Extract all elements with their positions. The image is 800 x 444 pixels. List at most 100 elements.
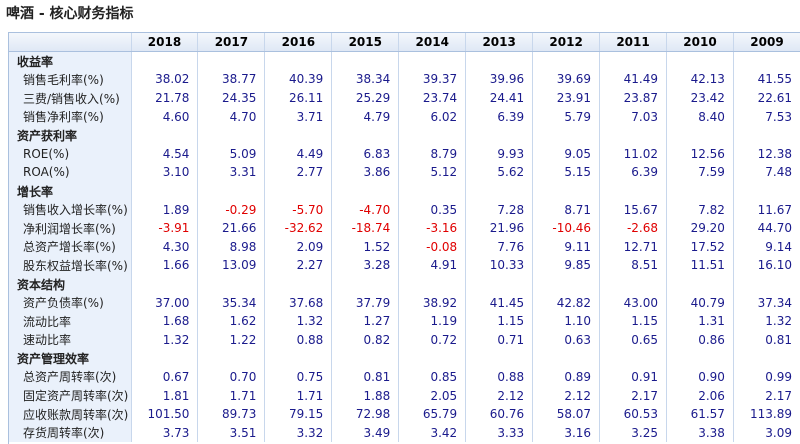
row-label: 应收账款周转率(次) <box>9 404 132 424</box>
row-label: 股东权益增长率(%) <box>9 256 132 275</box>
value-cell: 9.05 <box>532 144 601 164</box>
value-cell: 3.16 <box>532 423 601 443</box>
empty-cell <box>666 181 734 201</box>
value-cell: 0.63 <box>532 330 601 350</box>
value-cell: 1.32 <box>733 311 800 331</box>
section-label: 收益率 <box>9 51 132 71</box>
value-cell: 0.67 <box>131 367 199 387</box>
value-cell: 37.00 <box>131 293 199 312</box>
empty-cell <box>398 349 467 368</box>
value-cell: 38.92 <box>398 293 467 312</box>
value-cell: 0.71 <box>465 330 534 350</box>
empty-cell <box>331 181 400 201</box>
empty-cell <box>331 274 400 294</box>
data-row: 固定资产周转率(次) 1.81 1.71 1.71 1.88 2.05 2.12 2.12 2.… <box>9 386 800 405</box>
value-cell: 0.35 <box>398 200 467 219</box>
value-cell: 79.15 <box>264 404 333 424</box>
value-cell: 89.73 <box>197 404 266 424</box>
row-label: 固定资产周转率(次) <box>9 386 132 405</box>
value-cell: 0.86 <box>666 330 734 350</box>
empty-cell <box>398 51 467 71</box>
value-cell: 12.71 <box>599 237 667 257</box>
empty-cell <box>264 181 333 201</box>
value-cell: 1.89 <box>131 200 199 219</box>
value-cell: 41.45 <box>465 293 534 312</box>
value-cell: 5.79 <box>532 107 601 126</box>
value-cell: 1.71 <box>264 386 333 405</box>
value-cell: 0.99 <box>733 367 800 387</box>
value-cell: 7.59 <box>666 163 734 182</box>
value-cell: 4.79 <box>331 107 400 126</box>
value-cell: 0.65 <box>599 330 667 350</box>
value-cell: 12.56 <box>666 144 734 164</box>
row-label: 净利润增长率(%) <box>9 218 132 238</box>
column-header: 2013 <box>465 33 534 53</box>
value-cell: 5.09 <box>197 144 266 164</box>
data-row: 总资产增长率(%) 4.30 8.98 2.09 1.52 -0.08 7.76 9.11 12… <box>9 237 800 257</box>
value-cell: 4.91 <box>398 256 467 275</box>
value-cell: 44.70 <box>733 218 800 238</box>
empty-cell <box>733 274 800 294</box>
data-row: 总资产周转率(次) 0.67 0.70 0.75 0.81 0.85 0.88 0.89 0.9… <box>9 367 800 387</box>
value-cell: 72.98 <box>331 404 400 424</box>
finance-table: 2018 2017 2016 2015 2014 2013 2012 2011 2010 2009… <box>9 33 800 443</box>
value-cell: 41.49 <box>599 70 667 89</box>
empty-cell <box>331 125 400 145</box>
column-header: 2010 <box>666 33 734 53</box>
value-cell: 0.72 <box>398 330 467 350</box>
value-cell: 9.11 <box>532 237 601 257</box>
value-cell: 1.66 <box>131 256 199 275</box>
value-cell: 4.70 <box>197 107 266 126</box>
value-cell: 3.10 <box>131 163 199 182</box>
empty-cell <box>197 274 266 294</box>
value-cell: 3.51 <box>197 423 266 443</box>
empty-cell <box>599 51 667 71</box>
value-cell: 8.40 <box>666 107 734 126</box>
empty-cell <box>131 349 199 368</box>
value-cell: 12.38 <box>733 144 800 164</box>
row-label: 流动比率 <box>9 311 132 331</box>
value-cell: -5.70 <box>264 200 333 219</box>
value-cell: 43.00 <box>599 293 667 312</box>
value-cell: 3.33 <box>465 423 534 443</box>
data-row: 销售净利率(%) 4.60 4.70 3.71 4.79 6.02 6.39 5.79 7.03… <box>9 107 800 126</box>
value-cell: 4.60 <box>131 107 199 126</box>
value-cell: 101.50 <box>131 404 199 424</box>
value-cell: 6.39 <box>465 107 534 126</box>
value-cell: 0.81 <box>733 330 800 350</box>
value-cell: 0.70 <box>197 367 266 387</box>
empty-cell <box>666 274 734 294</box>
value-cell: 60.76 <box>465 404 534 424</box>
value-cell: 22.61 <box>733 88 800 108</box>
value-cell: 2.06 <box>666 386 734 405</box>
empty-cell <box>599 181 667 201</box>
section-label: 增长率 <box>9 181 132 201</box>
value-cell: 3.49 <box>331 423 400 443</box>
value-cell: -3.16 <box>398 218 467 238</box>
empty-cell <box>599 125 667 145</box>
value-cell: 2.77 <box>264 163 333 182</box>
value-cell: 15.67 <box>599 200 667 219</box>
empty-cell <box>197 51 266 71</box>
section-row: 资产管理效率 <box>9 349 800 368</box>
page-title: 啤酒 - 核心财务指标 <box>6 6 134 22</box>
row-label: 速动比率 <box>9 330 132 350</box>
value-cell: 24.35 <box>197 88 266 108</box>
empty-cell <box>465 274 534 294</box>
value-cell: 0.88 <box>465 367 534 387</box>
empty-cell <box>532 181 601 201</box>
value-cell: 3.09 <box>733 423 800 443</box>
empty-cell <box>532 349 601 368</box>
empty-cell <box>532 51 601 71</box>
empty-cell <box>733 51 800 71</box>
value-cell: 9.93 <box>465 144 534 164</box>
value-cell: -0.29 <box>197 200 266 219</box>
value-cell: 3.73 <box>131 423 199 443</box>
value-cell: 4.49 <box>264 144 333 164</box>
value-cell: 3.32 <box>264 423 333 443</box>
value-cell: 16.10 <box>733 256 800 275</box>
empty-cell <box>532 125 601 145</box>
empty-cell <box>197 181 266 201</box>
value-cell: 11.67 <box>733 200 800 219</box>
